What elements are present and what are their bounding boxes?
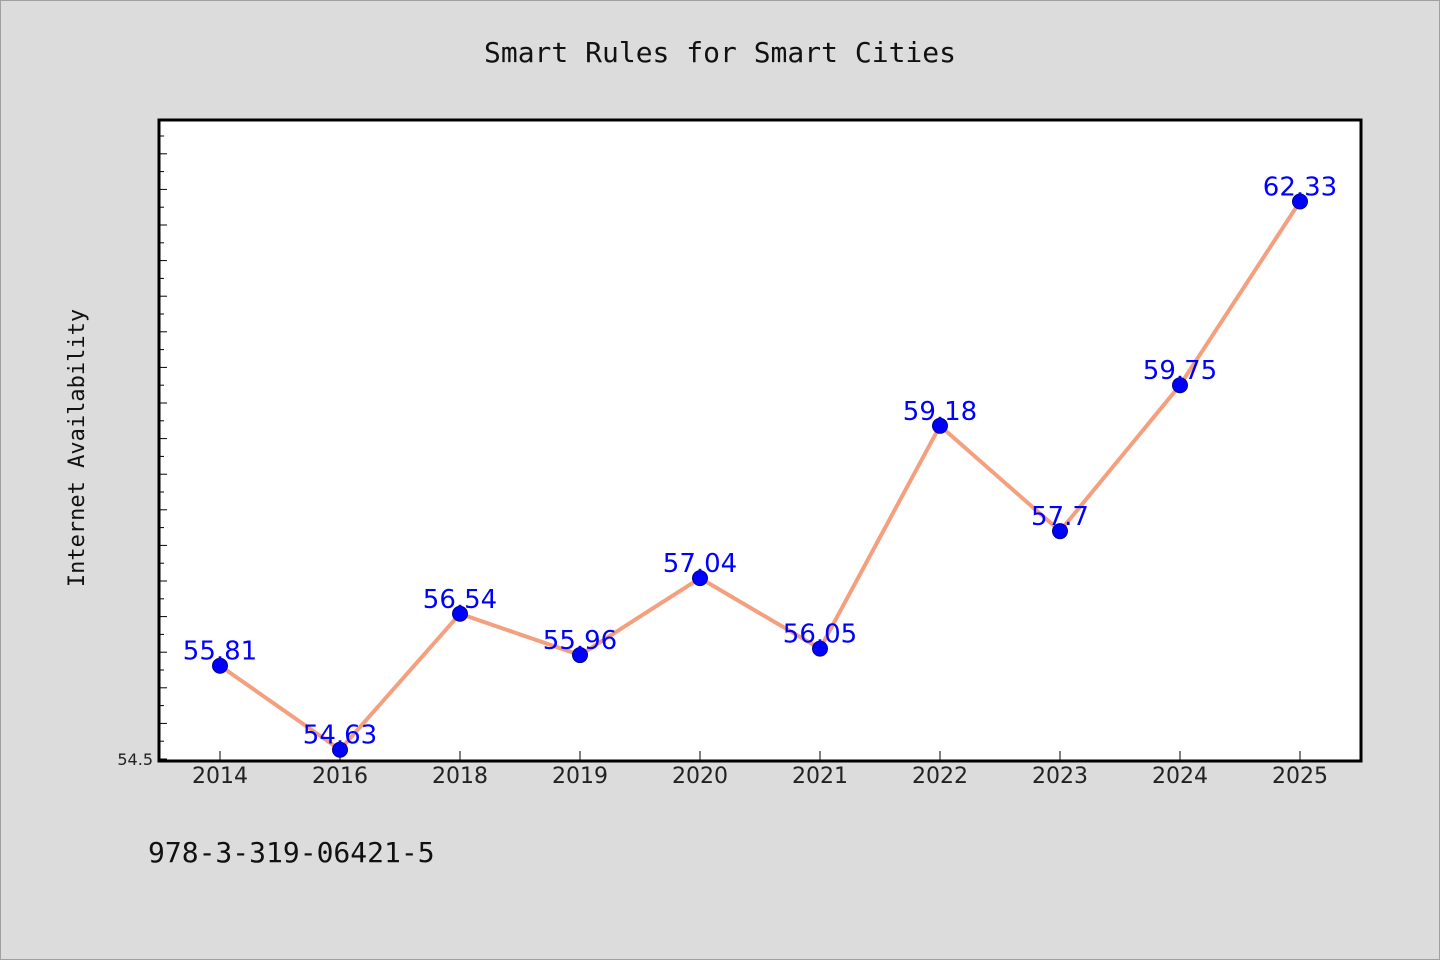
x-tick-label: 2025	[1272, 764, 1328, 789]
data-label: 56.54	[423, 585, 497, 615]
data-label: 59.75	[1143, 356, 1217, 386]
data-point-marker	[332, 741, 348, 758]
data-point-marker	[1052, 523, 1068, 540]
series-markers	[212, 193, 1308, 758]
y-axis-tick-labels: 54.5	[117, 750, 153, 769]
data-point-marker	[932, 417, 948, 434]
chart-title: Smart Rules for Smart Cities	[484, 36, 956, 69]
data-label: 55.81	[183, 637, 257, 667]
series-line-segment	[1178, 199, 1302, 388]
series-line-segment	[458, 611, 582, 658]
y-axis-ticks	[159, 135, 167, 760]
series-line-segment	[338, 611, 462, 752]
series-line-segment	[938, 423, 1062, 534]
plot-area	[157, 118, 1363, 763]
x-tick-label: 2023	[1032, 764, 1088, 789]
data-point-marker	[572, 647, 588, 664]
series-lines	[218, 199, 1302, 752]
data-label: 54.63	[303, 721, 377, 751]
data-label: 62.33	[1263, 173, 1337, 203]
isbn-footnote: 978-3-319-06421-5	[148, 836, 435, 869]
x-tick-label: 2021	[792, 764, 848, 789]
data-label: 56.05	[783, 620, 857, 650]
series-line-segment	[218, 663, 342, 752]
data-point-marker	[1172, 377, 1188, 394]
data-labels: 55.81 54.63 56.54 55.96 57.04 56.05 59.18 57.7 5…	[183, 173, 1337, 751]
x-axis-ticks	[219, 751, 1301, 761]
x-tick-label: 2022	[912, 764, 968, 789]
data-point-marker	[692, 570, 708, 587]
y-axis-label: Internet Availability	[65, 309, 90, 587]
x-axis-tick-labels: 2014 2016 2018 2019 2020 2021 2022 2023 2024 2025	[192, 764, 1328, 789]
data-label: 59.18	[903, 397, 977, 427]
x-tick-label: 2018	[432, 764, 488, 789]
data-label: 57.7	[1031, 502, 1089, 532]
data-label: 55.96	[543, 626, 617, 656]
y-tick-label: 54.5	[117, 750, 153, 769]
x-tick-label: 2020	[672, 764, 728, 789]
x-tick-label: 2016	[312, 764, 368, 789]
series-line-segment	[818, 423, 942, 651]
series-line-segment	[698, 576, 822, 651]
x-tick-label: 2019	[552, 764, 608, 789]
x-tick-label: 2024	[1152, 764, 1208, 789]
data-point-marker	[452, 605, 468, 622]
series-line-segment	[578, 576, 702, 658]
data-point-marker	[812, 640, 828, 657]
series-line-segment	[1058, 383, 1182, 534]
data-label: 57.04	[663, 549, 737, 579]
data-point-marker	[1292, 193, 1308, 210]
x-tick-label: 2014	[192, 764, 248, 789]
data-point-marker	[212, 657, 228, 674]
